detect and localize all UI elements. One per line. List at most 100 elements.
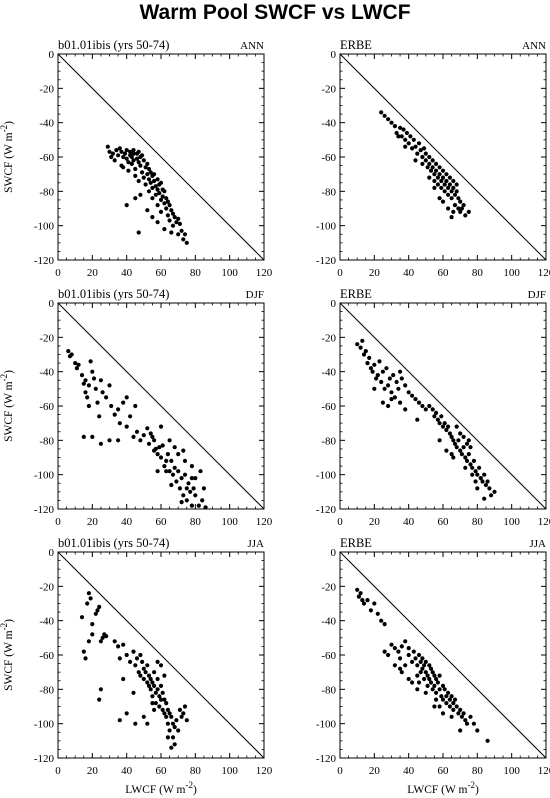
data-point <box>355 342 360 347</box>
data-point <box>153 690 158 695</box>
panel-5: 0 20 40 60 80 100 120 0 -20 -40 -60 -80 -100 -120 b01.… <box>0 536 273 796</box>
data-point <box>162 673 167 678</box>
data-point <box>456 206 461 211</box>
data-point <box>114 148 119 153</box>
data-point <box>463 213 468 218</box>
data-point <box>157 694 162 699</box>
data-point <box>456 438 461 443</box>
data-point <box>129 161 134 166</box>
data-point <box>83 390 88 395</box>
data-point <box>423 158 428 163</box>
data-point <box>416 680 422 685</box>
data-point <box>133 196 138 201</box>
data-point <box>193 476 198 481</box>
data-point <box>387 376 392 381</box>
data-point <box>454 424 459 429</box>
data-point <box>158 197 164 202</box>
data-point <box>158 697 164 702</box>
data-point <box>386 383 391 388</box>
data-point <box>463 718 468 723</box>
data-point <box>368 608 373 613</box>
data-point <box>98 687 103 692</box>
data-point <box>432 172 437 177</box>
data-point <box>447 697 452 702</box>
reference-line <box>57 551 265 759</box>
data-point <box>446 185 451 190</box>
data-point <box>109 154 114 160</box>
data-point <box>406 390 411 395</box>
data-point <box>141 175 146 180</box>
y-tick-label: -60 <box>39 401 54 413</box>
x-tick-label: 0 <box>55 267 61 279</box>
panel-left-title: ERBE <box>340 287 372 301</box>
data-point <box>116 407 121 412</box>
y-tick-label: -20 <box>39 83 54 95</box>
reference-line <box>339 551 547 759</box>
data-point <box>415 151 420 156</box>
data-point <box>468 714 473 719</box>
data-point <box>162 189 167 194</box>
data-point <box>141 676 146 682</box>
panel-right-title: DJF <box>528 289 546 301</box>
data-point <box>379 379 384 385</box>
data-point <box>155 452 160 457</box>
data-point <box>439 694 444 699</box>
data-point <box>380 400 385 405</box>
x-tick-label: 120 <box>538 765 550 777</box>
data-point <box>403 663 408 668</box>
data-point <box>464 441 470 446</box>
data-point <box>116 644 121 649</box>
data-point <box>124 148 129 153</box>
data-point <box>136 178 141 184</box>
data-point <box>170 472 176 477</box>
data-point <box>442 687 447 692</box>
data-point <box>184 718 189 723</box>
data-point <box>452 441 458 446</box>
data-point <box>83 378 88 383</box>
y-tick-label: -80 <box>39 684 54 696</box>
data-point <box>158 455 164 460</box>
x-tick-label: 40 <box>121 765 133 777</box>
data-point <box>454 189 459 194</box>
data-point <box>146 441 152 446</box>
data-point <box>473 479 478 484</box>
data-point <box>116 153 121 158</box>
data-point <box>399 644 404 649</box>
y-tick-label: -80 <box>321 684 336 696</box>
data-point <box>112 412 117 417</box>
data-point <box>485 738 490 743</box>
data-point <box>392 663 397 668</box>
data-point <box>182 232 188 237</box>
data-point <box>389 390 394 395</box>
data-point <box>425 165 430 170</box>
data-point <box>355 587 360 592</box>
data-point <box>165 735 170 740</box>
data-point <box>128 414 133 419</box>
data-point <box>124 156 129 161</box>
data-point <box>200 498 205 503</box>
data-point <box>169 458 174 463</box>
x-tick-label: 80 <box>190 267 202 279</box>
data-point <box>119 163 124 168</box>
data-point <box>167 728 172 733</box>
data-point <box>162 201 167 206</box>
data-point <box>435 680 440 685</box>
data-point <box>430 158 435 163</box>
x-tick-label: 120 <box>256 267 273 279</box>
data-point <box>109 403 114 409</box>
data-point <box>138 673 143 678</box>
data-point <box>403 144 408 149</box>
data-point <box>188 489 193 494</box>
y-tick-label: 0 <box>331 547 337 559</box>
data-point <box>437 438 442 443</box>
data-point <box>170 735 176 740</box>
data-point <box>415 417 420 422</box>
data-point <box>399 670 404 675</box>
y-tick-label: -120 <box>34 504 55 516</box>
data-point <box>427 175 432 180</box>
data-point <box>466 209 471 214</box>
data-point <box>449 452 454 457</box>
data-point <box>420 666 425 671</box>
data-point <box>413 656 418 661</box>
